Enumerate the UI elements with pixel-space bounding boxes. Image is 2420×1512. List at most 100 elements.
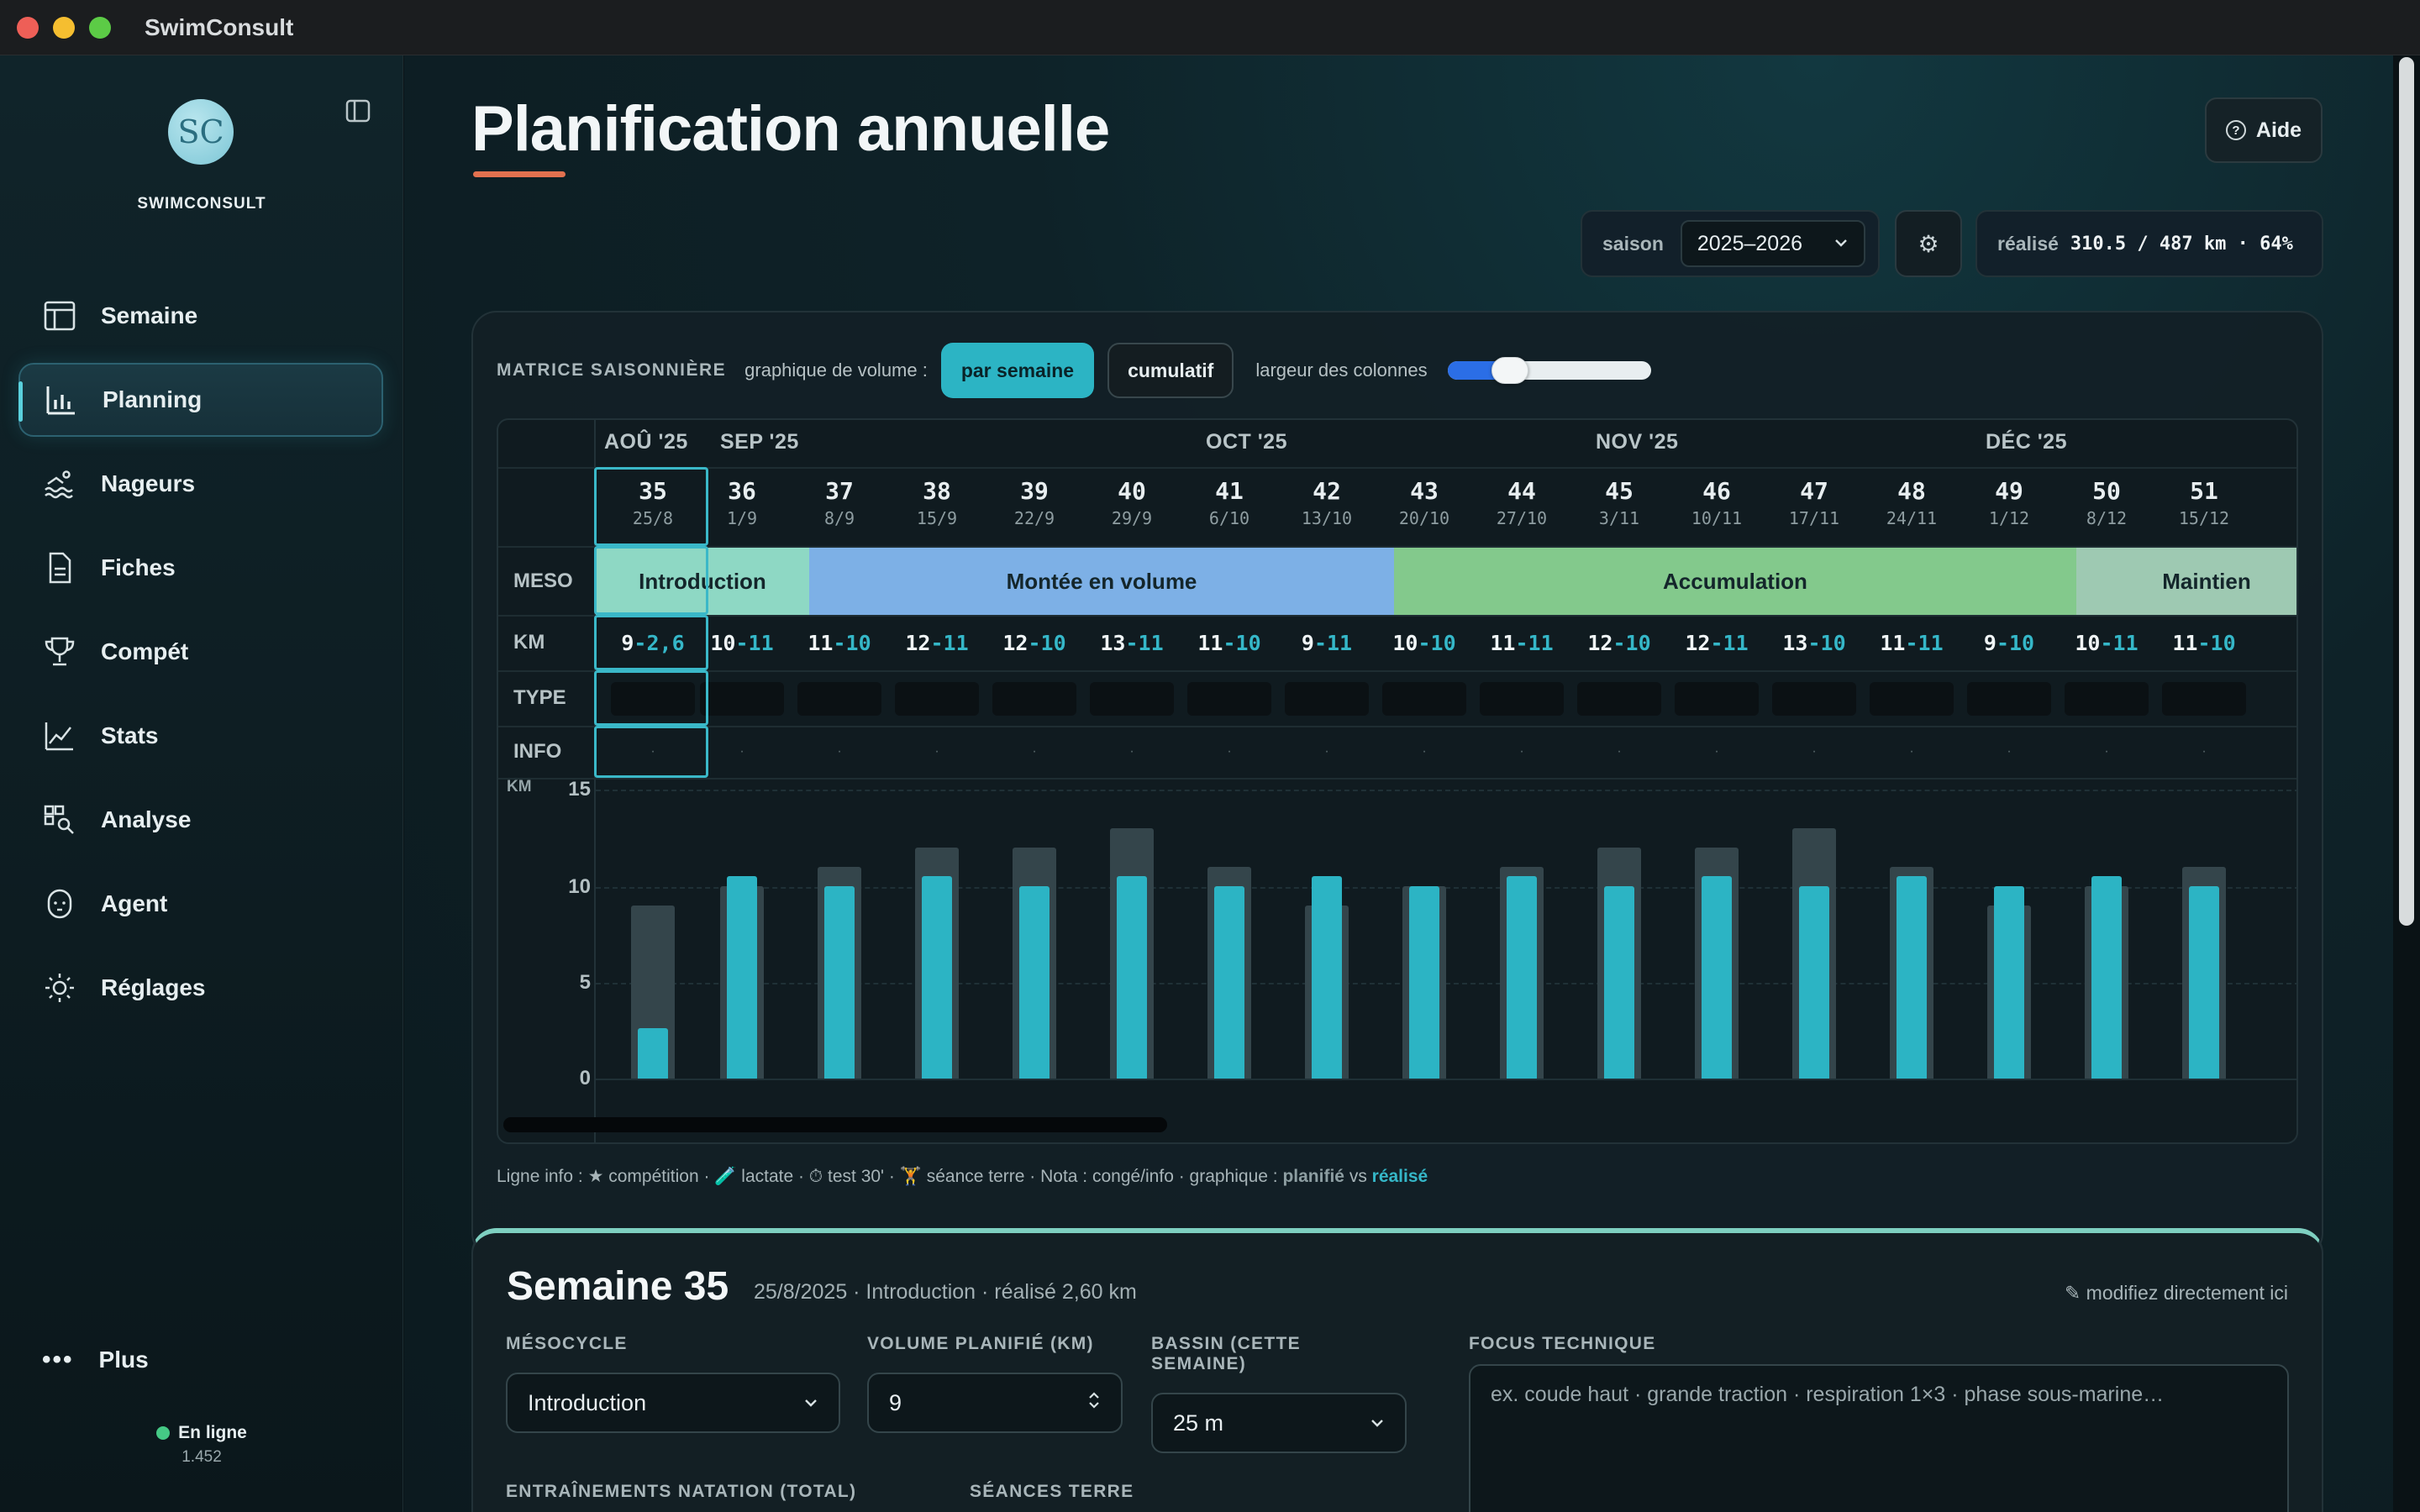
bar-realised-week-36[interactable] [727, 876, 757, 1079]
week-type-cell[interactable] [1090, 682, 1174, 716]
week-km-cell[interactable]: 10-11 [693, 615, 791, 670]
week-km-cell[interactable]: 12-11 [888, 615, 986, 670]
week-type-cell[interactable] [1772, 682, 1856, 716]
bar-realised-week-41[interactable] [1214, 885, 1244, 1079]
sidebar-item-analyse[interactable]: Analyse [18, 783, 383, 857]
week-header[interactable]: 46 10/11 [1668, 477, 1765, 528]
week-type-cell[interactable] [2065, 682, 2149, 716]
settings-gear-button[interactable]: ⚙ [1895, 210, 1962, 277]
week-info-cell[interactable]: · [1714, 744, 1719, 759]
week-header[interactable]: 41 6/10 [1181, 477, 1278, 528]
week-info-cell[interactable]: · [1812, 744, 1817, 759]
week-km-cell[interactable]: 13-11 [1083, 615, 1181, 670]
minimize-window-button[interactable] [53, 16, 75, 39]
meso-band-accumulation[interactable]: Accumulation [1394, 548, 2076, 615]
week-header[interactable]: 50 8/12 [2058, 477, 2155, 528]
column-width-slider[interactable] [1447, 357, 1651, 384]
week-header[interactable]: 40 29/9 [1083, 477, 1181, 528]
help-button[interactable]: ? Aide [2205, 97, 2323, 163]
bassin-select[interactable]: 25 m [1151, 1393, 1407, 1453]
week-type-cell[interactable] [1577, 682, 1661, 716]
week-km-cell[interactable]: 13-10 [1765, 615, 1863, 670]
week-header[interactable]: 42 13/10 [1278, 477, 1376, 528]
week-header[interactable]: 36 1/9 [693, 477, 791, 528]
per-week-button[interactable]: par semaine [940, 343, 1095, 398]
week-info-cell[interactable]: · [1032, 744, 1037, 759]
week-info-cell[interactable]: · [1129, 744, 1134, 759]
sidebar-toggle-icon[interactable] [345, 97, 371, 124]
week-type-cell[interactable] [992, 682, 1076, 716]
week-km-cell[interactable]: 9-2,6 [604, 615, 702, 670]
sidebar-more-button[interactable]: ••• Plus [42, 1346, 149, 1374]
horizontal-scrollbar[interactable] [503, 1117, 1167, 1132]
sidebar-item-planning[interactable]: Planning [18, 363, 383, 437]
season-select[interactable]: 2025–2026 [1680, 220, 1865, 267]
bar-realised-week-47[interactable] [1799, 885, 1829, 1079]
week-info-cell[interactable]: · [650, 744, 655, 759]
week-header[interactable]: 51 15/12 [2155, 477, 2253, 528]
week-type-cell[interactable] [1187, 682, 1271, 716]
sidebar-item-compet[interactable]: Compét [18, 615, 383, 689]
week-km-cell[interactable]: 11-11 [1863, 615, 1960, 670]
week-info-cell[interactable]: · [2007, 744, 2012, 759]
week-type-cell[interactable] [1382, 682, 1466, 716]
cumulative-button[interactable]: cumulatif [1107, 343, 1234, 398]
week-info-cell[interactable]: · [2202, 744, 2207, 759]
bar-realised-week-39[interactable] [1019, 885, 1050, 1079]
meso-band-montee[interactable]: Montée en volume [809, 548, 1394, 615]
maximize-window-button[interactable] [89, 16, 111, 39]
selected-week-type[interactable] [594, 670, 708, 726]
bar-realised-week-42[interactable] [1312, 876, 1342, 1079]
bar-realised-week-37[interactable] [824, 885, 855, 1079]
week-km-cell[interactable]: 12-10 [986, 615, 1083, 670]
week-type-cell[interactable] [1870, 682, 1954, 716]
slider-thumb[interactable] [1491, 357, 1529, 384]
week-km-cell[interactable]: 11-10 [2155, 615, 2253, 670]
close-window-button[interactable] [17, 16, 39, 39]
bar-realised-week-51[interactable] [2189, 885, 2219, 1079]
week-type-cell[interactable] [700, 682, 784, 716]
selected-week-meso[interactable] [594, 546, 708, 615]
week-km-cell[interactable]: 9-11 [1278, 615, 1376, 670]
week-header[interactable]: 49 1/12 [1960, 477, 2058, 528]
meso-band-maintien[interactable]: Maintien [2076, 548, 2296, 615]
week-type-cell[interactable] [2162, 682, 2246, 716]
sidebar-item-nageurs[interactable]: Nageurs [18, 447, 383, 521]
sidebar-item-fiches[interactable]: Fiches [18, 531, 383, 605]
week-km-cell[interactable]: 10-11 [2058, 615, 2155, 670]
week-header[interactable]: 39 22/9 [986, 477, 1083, 528]
scrollbar-thumb[interactable] [2399, 57, 2414, 926]
bar-realised-week-43[interactable] [1409, 885, 1439, 1079]
meso-select[interactable]: Introduction [506, 1373, 840, 1433]
week-type-cell[interactable] [1285, 682, 1369, 716]
week-km-cell[interactable]: 11-10 [1181, 615, 1278, 670]
week-km-cell[interactable]: 11-11 [1473, 615, 1570, 670]
volume-input[interactable]: 9 [867, 1373, 1123, 1433]
bar-realised-week-44[interactable] [1507, 876, 1537, 1079]
week-header[interactable]: 45 3/11 [1570, 477, 1668, 528]
week-header[interactable]: 47 17/11 [1765, 477, 1863, 528]
vertical-scrollbar[interactable] [2393, 55, 2420, 1512]
week-info-cell[interactable]: · [1617, 744, 1622, 759]
week-header[interactable]: 37 8/9 [791, 477, 888, 528]
week-type-cell[interactable] [1675, 682, 1759, 716]
bar-realised-week-49[interactable] [1994, 885, 2024, 1079]
selected-week-km[interactable] [594, 615, 708, 670]
week-info-cell[interactable]: · [1909, 744, 1914, 759]
week-header[interactable]: 38 15/9 [888, 477, 986, 528]
bar-realised-week-50[interactable] [2091, 876, 2122, 1079]
bar-realised-week-48[interactable] [1897, 876, 1927, 1079]
week-type-cell[interactable] [1480, 682, 1564, 716]
week-info-cell[interactable]: · [1324, 744, 1329, 759]
week-km-cell[interactable]: 9-10 [1960, 615, 2058, 670]
bar-realised-week-40[interactable] [1117, 876, 1147, 1079]
week-header[interactable]: 44 27/10 [1473, 477, 1570, 528]
week-header[interactable]: 43 20/10 [1376, 477, 1473, 528]
bar-realised-week-35[interactable] [638, 1028, 668, 1079]
week-info-cell[interactable]: · [1519, 744, 1524, 759]
stepper-icon[interactable] [1087, 1389, 1101, 1417]
week-header[interactable]: 35 25/8 [604, 477, 702, 528]
week-type-cell[interactable] [1967, 682, 2051, 716]
week-km-cell[interactable]: 12-11 [1668, 615, 1765, 670]
sidebar-item-semaine[interactable]: Semaine [18, 279, 383, 353]
